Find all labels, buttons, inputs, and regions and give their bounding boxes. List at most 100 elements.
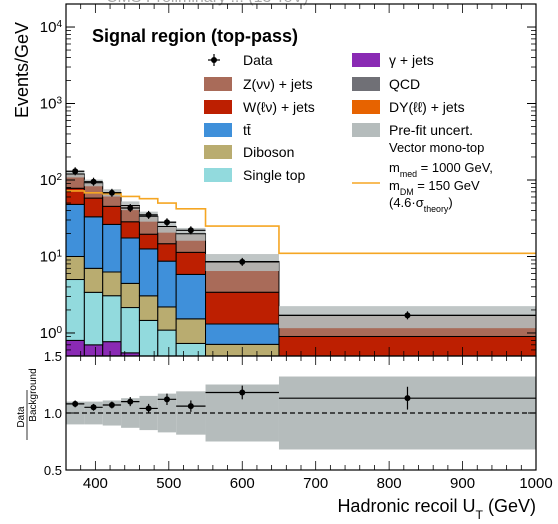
- bar-diboson-1: [83, 267, 104, 293]
- y-tick-label-3: 103: [40, 95, 63, 113]
- data-point-4: [145, 211, 152, 218]
- legend-label-col2-0: γ + jets: [389, 52, 434, 68]
- bar-single-top-3: [120, 307, 140, 354]
- data-point-5: [163, 219, 170, 226]
- bar-single-top-6: [175, 342, 207, 356]
- bar-single-top-5: [157, 329, 177, 356]
- ratio-point-3: [127, 398, 134, 405]
- bar--jets-4: [139, 359, 157, 378]
- legend-label-col2-2: DY(ℓℓ) + jets: [389, 99, 465, 115]
- ratio-point-5: [163, 396, 170, 403]
- figure-title: CMS Preliminary ... (13 TeV): [106, 0, 308, 6]
- ratio-plot-area: [66, 376, 536, 450]
- bar-tt--5: [157, 260, 177, 308]
- legend-swatch-5: [204, 168, 232, 182]
- legend-label-5: Single top: [243, 167, 305, 183]
- bar-w-jets-2: [102, 205, 122, 225]
- ratio-y-tick-label-0: 0.5: [44, 463, 62, 478]
- bar-tt--4: [138, 248, 159, 297]
- bar-single-top-4: [138, 319, 159, 356]
- bar-tt--7: [205, 323, 280, 345]
- bar-diboson-3: [120, 282, 140, 309]
- y-tick-label-0: 100: [40, 324, 63, 342]
- ratio-y-tick-label-1: 1.0: [44, 406, 62, 421]
- bar-tt--6: [175, 273, 207, 320]
- region-annotation: Signal region (top-pass): [92, 26, 298, 46]
- bar-diboson-5: [157, 306, 177, 331]
- legend-label-col2-3: Pre-fit uncert.: [389, 122, 473, 138]
- bar-tt--1: [83, 216, 104, 269]
- legend-swatch-3: [204, 123, 232, 137]
- x-tick-label-4: 800: [377, 475, 402, 492]
- legend-signal-line-0: Vector mono-top: [389, 140, 484, 155]
- data-point-2: [108, 189, 115, 196]
- x-tick-label-1: 500: [156, 475, 181, 492]
- x-tick-label-0: 400: [83, 475, 108, 492]
- bar-w-jets-4: [138, 233, 159, 250]
- y-tick-label-4: 104: [40, 19, 63, 37]
- ratio-ylabel-top: Data: [16, 406, 27, 428]
- legend-swatch-1: [204, 77, 232, 91]
- x-tick-label-6: 1000: [519, 475, 552, 492]
- bar-diboson-2: [102, 271, 122, 297]
- legend-swatch-col2-1: [352, 77, 380, 91]
- x-tick-label-2: 600: [230, 475, 255, 492]
- legend-signal-line-3: (4.6·σtheory): [389, 195, 453, 214]
- ratio-point-7: [239, 389, 246, 396]
- x-tick-label-5: 900: [450, 475, 475, 492]
- x-tick-label-3: 700: [303, 475, 328, 492]
- data-point-0: [72, 168, 79, 175]
- data-point-1: [90, 178, 97, 185]
- data-point-7: [239, 258, 246, 265]
- ratio-point-0: [72, 400, 79, 407]
- legend-data-marker-dot: [211, 57, 217, 63]
- bar-diboson-4: [138, 295, 159, 321]
- bar-tt--2: [102, 223, 122, 273]
- legend-swatch-col2-0: [352, 53, 380, 67]
- ratio-point-6: [187, 403, 194, 410]
- ratio-uncert-2: [102, 400, 122, 426]
- legend-swatch-col2-3: [352, 123, 380, 137]
- legend: Data Z(νν) + jets W(ℓν) + jets tt̄ Diboson Si…: [204, 52, 493, 214]
- uncert-band-6: [176, 227, 206, 241]
- legend-label-0: Data: [243, 52, 273, 68]
- legend-label-1: Z(νν) + jets: [243, 76, 313, 92]
- data-point-3: [127, 205, 134, 212]
- legend-label-4: Diboson: [243, 144, 294, 160]
- ratio-point-2: [108, 402, 115, 409]
- ratio-ylabel-bottom: Background: [28, 368, 39, 421]
- y-tick-label-2: 102: [40, 172, 63, 190]
- legend-label-col2-1: QCD: [389, 76, 420, 92]
- legend-signal-line-1: mmed = 1000 GeV,: [389, 160, 493, 179]
- data-point-6: [187, 227, 194, 234]
- x-axis-label: Hadronic recoil UT (GeV): [337, 496, 536, 519]
- y-tick-label-1: 101: [40, 248, 63, 266]
- bar-w-jets-6: [175, 251, 207, 275]
- legend-swatch-4: [204, 145, 232, 159]
- signal-line: [66, 190, 536, 255]
- bar-tt--3: [120, 237, 140, 284]
- legend-signal-line-2: mDM = 150 GeV: [389, 178, 480, 197]
- bar-single-top-1: [83, 291, 104, 346]
- bar-w-jets-3: [120, 221, 140, 239]
- legend-swatch-2: [204, 100, 232, 114]
- legend-label-3: tt̄: [243, 122, 251, 138]
- data-point-8: [404, 312, 411, 319]
- bar-diboson-6: [175, 318, 207, 344]
- bar--jets-5: [158, 366, 176, 383]
- bar-w-jets-5: [157, 243, 177, 262]
- labels-layer: 100 101 102 103 104 0.5 1.0 1.5 400 500 600 700 800 9…: [12, 0, 553, 522]
- ratio-point-8: [404, 395, 411, 402]
- bar-w-jets-7: [205, 291, 280, 325]
- ratio-y-tick-label-2: 1.5: [44, 349, 62, 364]
- legend-swatch-col2-2: [352, 100, 380, 114]
- bar-w-jets-1: [83, 197, 104, 218]
- y-axis-label: Events/GeV: [12, 22, 32, 118]
- bar-single-top-2: [102, 295, 122, 343]
- ratio-point-1: [90, 404, 97, 411]
- bar-tt--0: [66, 203, 85, 257]
- bar--jets-6: [176, 373, 205, 390]
- ratio-point-4: [145, 405, 152, 412]
